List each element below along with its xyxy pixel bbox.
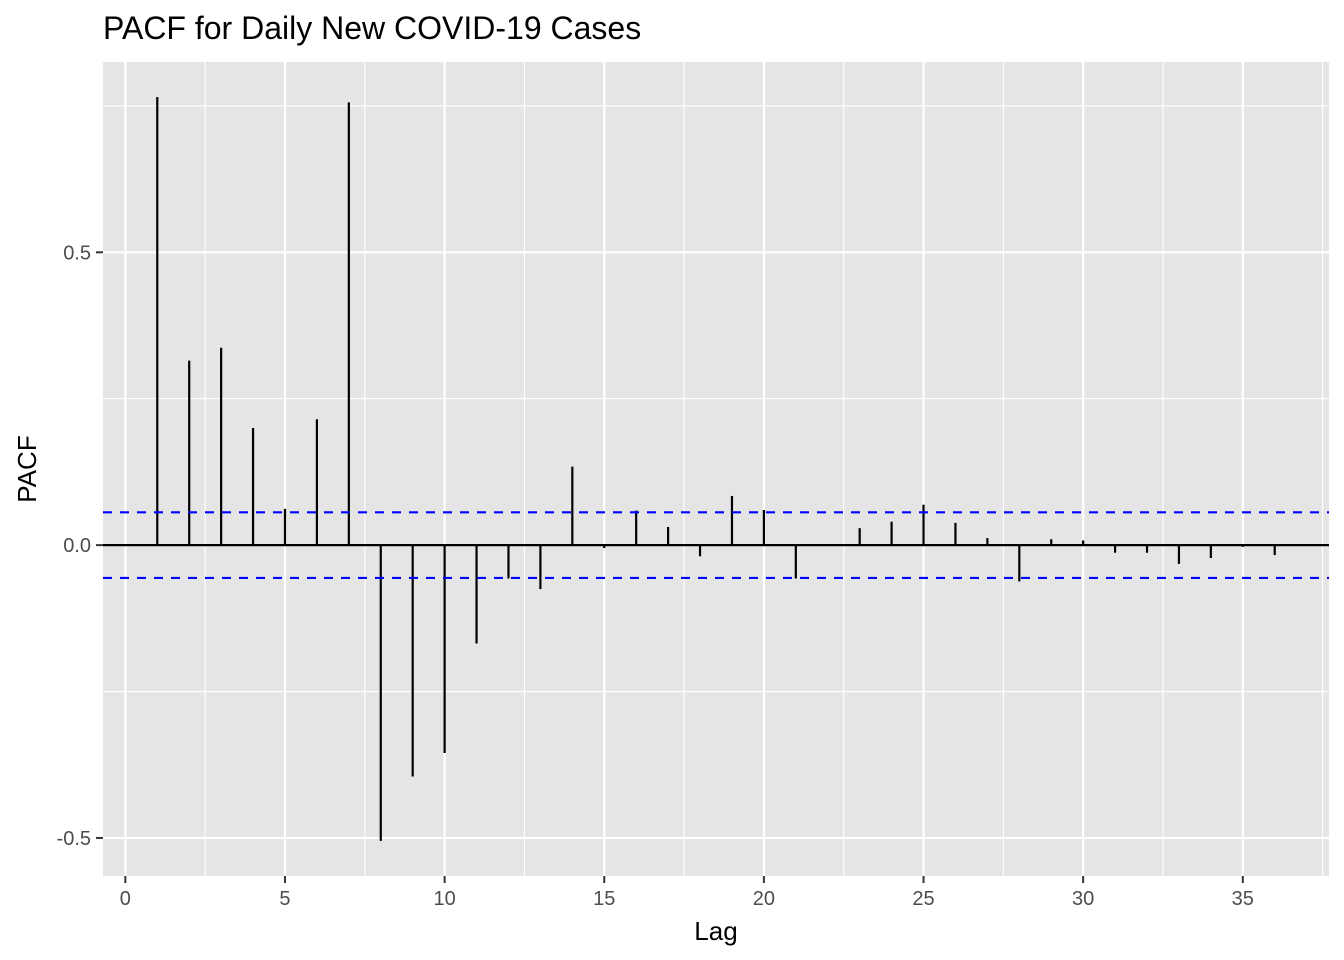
x-tick-label: 0 [120,888,131,910]
y-tick-label: 0.5 [63,242,91,264]
y-tick-label: -0.5 [57,828,91,850]
x-tick-label: 5 [279,888,290,910]
pacf-bars [156,97,1276,841]
x-tick-label: 35 [1232,888,1254,910]
x-tick-label: 15 [593,888,615,910]
y-axis-title: PACF [12,435,42,502]
x-tick-label: 30 [1072,888,1094,910]
chart-title: PACF for Daily New COVID-19 Cases [103,10,641,46]
x-tick-label: 20 [753,888,775,910]
x-tick-label: 25 [912,888,934,910]
y-axis-ticks: -0.5 0.0 0.5 [57,242,103,850]
x-tick-label: 10 [433,888,455,910]
y-tick-label: 0.0 [63,535,91,557]
x-axis-title: Lag [694,916,737,946]
plot-panel [103,62,1329,876]
x-axis-ticks: 0 5 10 15 20 25 30 35 [120,876,1254,910]
minor-gridlines [103,62,1329,876]
